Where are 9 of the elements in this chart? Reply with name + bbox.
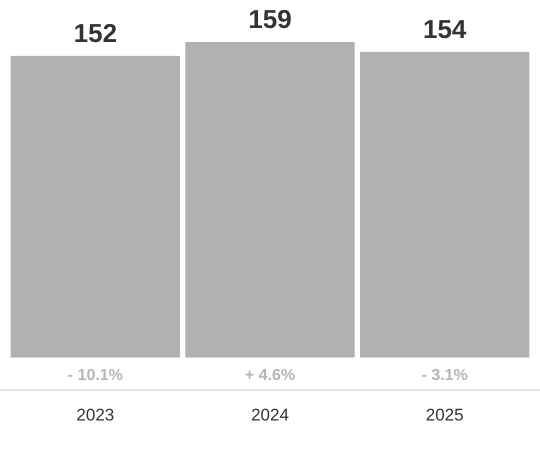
data-label: 152 — [74, 18, 118, 48]
x-tick-label: 2024 — [251, 405, 289, 424]
text: - 3.1% — [422, 367, 468, 384]
text: + 4.6% — [244, 367, 296, 384]
x-tick-label: 2025 — [426, 405, 464, 424]
x-tick-label: 2023 — [76, 405, 114, 424]
data-label: 159 — [248, 4, 292, 34]
data-label: 154 — [422, 14, 467, 44]
text: - 10.1% — [68, 367, 123, 384]
